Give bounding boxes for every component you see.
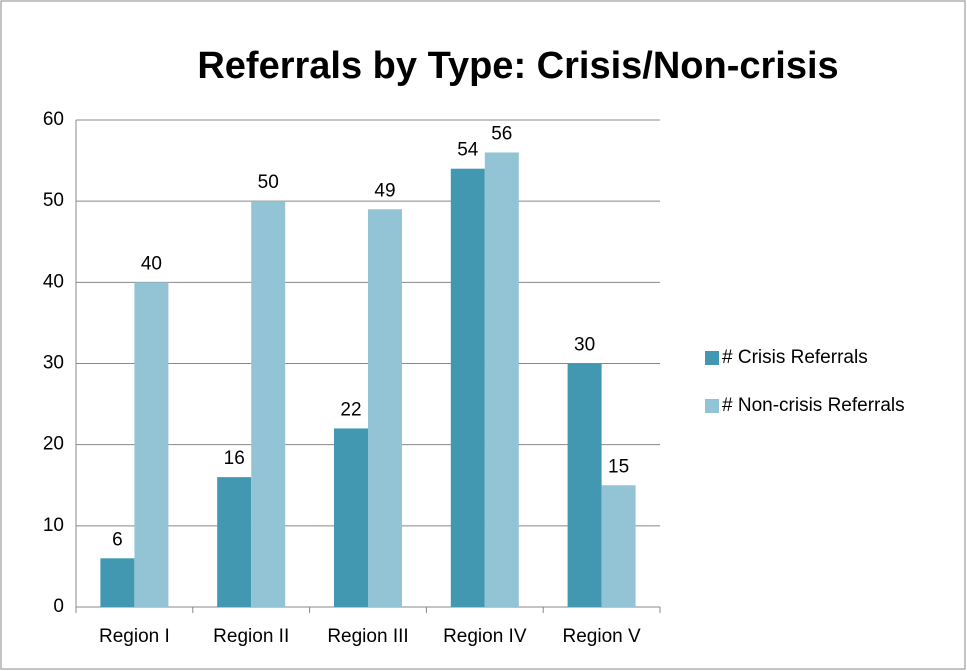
value-label: 56: [491, 123, 512, 144]
value-label: 49: [374, 180, 395, 201]
y-tick-label: 50: [43, 190, 64, 211]
y-tick-label: 40: [43, 271, 64, 292]
bar: [484, 152, 519, 607]
value-label: 30: [574, 335, 595, 356]
bar: [601, 485, 636, 607]
legend-label: # Non-crisis Referrals: [722, 395, 905, 416]
bar: [251, 201, 286, 607]
value-label: 22: [340, 399, 361, 420]
bar: [334, 428, 368, 607]
legend-swatch: [705, 351, 719, 365]
y-tick-label: 10: [43, 515, 64, 536]
bar: [567, 363, 602, 607]
value-label: 50: [258, 172, 279, 193]
value-label: 6: [112, 529, 123, 550]
bar: [450, 168, 485, 607]
y-tick-label: 30: [43, 353, 64, 374]
bar: [368, 209, 402, 608]
y-tick-label: 60: [43, 109, 64, 130]
value-label: 15: [608, 456, 629, 477]
x-tick-label: Region I: [99, 626, 170, 647]
x-tick-label: Region III: [327, 626, 408, 647]
value-label: 40: [141, 253, 162, 274]
bar: [100, 558, 135, 607]
x-tick-label: Region V: [563, 626, 641, 647]
chart-title: Referrals by Type: Crisis/Non-crisis: [197, 45, 838, 87]
y-tick-label: 20: [43, 434, 64, 455]
bar: [134, 282, 169, 607]
y-tick-label: 0: [53, 596, 64, 617]
legend-label: # Crisis Referrals: [722, 347, 868, 368]
x-tick-label: Region II: [213, 626, 289, 647]
legend-swatch: [705, 399, 719, 413]
value-label: 16: [224, 448, 245, 469]
bar: [217, 477, 252, 607]
value-label: 54: [457, 140, 479, 161]
x-tick-label: Region IV: [443, 626, 527, 647]
